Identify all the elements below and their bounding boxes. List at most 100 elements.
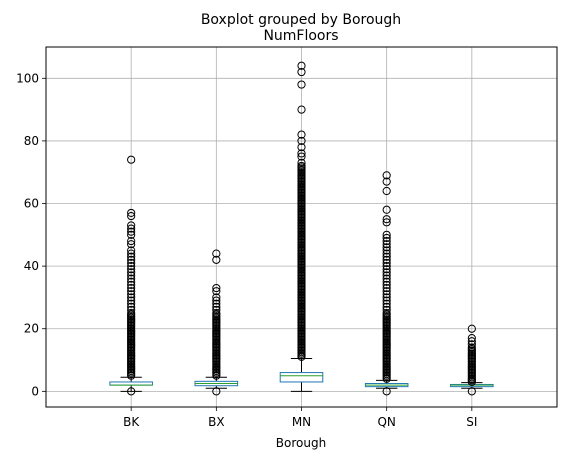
- outlier-point: [127, 258, 136, 268]
- outlier-point: [467, 337, 476, 346]
- outlier-point: [382, 296, 391, 305]
- outlier-point: [297, 158, 306, 167]
- outlier-point: [382, 252, 391, 261]
- y-tick-label: 20: [24, 322, 39, 336]
- outlier-point: [382, 243, 391, 252]
- outlier-point: [127, 227, 136, 236]
- outlier-point: [127, 293, 136, 302]
- outlier-point: [127, 208, 136, 218]
- outlier-point: [382, 171, 391, 180]
- outlier-point: [382, 262, 391, 271]
- outlier-point: [382, 249, 391, 258]
- outlier-point: [297, 67, 306, 77]
- outlier-point: [467, 340, 476, 349]
- outlier-point: [127, 224, 136, 233]
- outlier-point: [382, 265, 391, 274]
- outlier-point: [127, 236, 136, 246]
- outlier-point: [127, 252, 136, 261]
- outlier-point: [382, 308, 391, 318]
- outlier-point: [297, 136, 306, 146]
- outlier-point: [212, 296, 221, 305]
- box-group-bk: [109, 155, 153, 396]
- outlier-point: [212, 283, 221, 293]
- boxes-layer: [109, 61, 494, 396]
- outlier-point: [382, 177, 391, 186]
- outlier-point: [382, 290, 391, 299]
- outlier-point: [382, 305, 391, 315]
- outlier-point: [127, 299, 136, 308]
- x-tick-label: BK: [123, 415, 140, 429]
- outlier-point: [212, 308, 221, 318]
- outlier-point: [127, 268, 136, 277]
- x-tick-label: BX: [208, 415, 224, 429]
- y-tick-label: 80: [24, 134, 39, 148]
- outlier-point: [297, 161, 306, 171]
- box-iqr: [279, 372, 324, 383]
- outlier-point: [297, 149, 306, 158]
- outlier-point: [382, 240, 391, 249]
- outlier-point: [212, 249, 221, 258]
- outlier-point: [212, 293, 221, 302]
- outlier-point: [212, 287, 221, 296]
- outlier-point: [212, 255, 221, 264]
- outlier-point: [382, 274, 391, 283]
- outlier-point: [127, 305, 136, 315]
- outlier-point: [382, 205, 391, 214]
- x-axis-label: Borough: [276, 436, 326, 450]
- outlier-point: [127, 283, 136, 293]
- outlier-point: [127, 296, 136, 305]
- outlier-point: [382, 268, 391, 277]
- outlier-point: [297, 80, 306, 89]
- outlier-point: [297, 130, 306, 139]
- outlier-point: [127, 155, 136, 164]
- y-tick-label: 100: [16, 71, 39, 85]
- outlier-point: [382, 293, 391, 302]
- outlier-point: [382, 258, 391, 268]
- outlier-point: [127, 246, 136, 255]
- outlier-point: [127, 255, 136, 264]
- y-tick-label: 40: [24, 259, 39, 273]
- outlier-point: [467, 343, 476, 352]
- y-tick-label: 60: [24, 197, 39, 211]
- outlier-point: [382, 255, 391, 264]
- outlier-point: [382, 236, 391, 246]
- outlier-point: [382, 215, 391, 224]
- outlier-point: [297, 152, 306, 161]
- outlier-point: [127, 387, 136, 396]
- box-group-si: [450, 324, 494, 396]
- outlier-point: [127, 308, 136, 318]
- outlier-point: [127, 287, 136, 296]
- outlier-point: [127, 302, 136, 311]
- outlier-point: [467, 387, 476, 396]
- axes-layer: 0 20 40 60 80 100 BK BX MN QN SI: [16, 71, 477, 429]
- outlier-point: [297, 105, 306, 114]
- x-tick-label: QN: [377, 415, 395, 429]
- chart-title: NumFloors: [263, 28, 338, 44]
- outlier-point: [382, 280, 391, 290]
- outlier-point: [382, 218, 391, 227]
- outlier-point: [127, 265, 136, 274]
- chart-suptitle: Boxplot grouped by Borough: [201, 12, 401, 28]
- outlier-point: [382, 186, 391, 196]
- outlier-point: [382, 299, 391, 308]
- y-tick-label: 0: [31, 384, 39, 398]
- outlier-point: [127, 271, 136, 280]
- x-tick-label: MN: [292, 415, 311, 429]
- outlier-point: [382, 387, 391, 396]
- outlier-point: [212, 302, 221, 311]
- outlier-point: [382, 233, 391, 243]
- outlier-point: [382, 271, 391, 280]
- outlier-point: [382, 230, 391, 239]
- outlier-point: [382, 246, 391, 255]
- outlier-point: [127, 211, 136, 221]
- box-group-bx: [194, 249, 239, 396]
- outlier-point: [127, 290, 136, 299]
- outlier-point: [212, 299, 221, 308]
- outlier-point: [382, 287, 391, 296]
- outlier-point: [382, 302, 391, 311]
- outlier-point: [297, 143, 306, 152]
- outlier-point: [127, 221, 136, 230]
- outlier-point: [212, 387, 221, 396]
- outlier-point: [127, 277, 136, 286]
- outlier-point: [127, 274, 136, 283]
